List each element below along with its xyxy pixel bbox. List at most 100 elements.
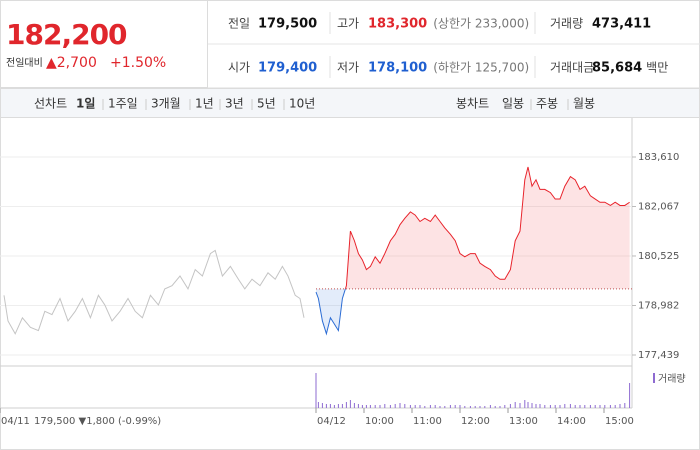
stat-label: 전일: [228, 17, 250, 31]
y-tick-label: 180,525: [638, 251, 679, 262]
y-tick-label: 183,610: [638, 152, 679, 163]
stat-label: 고가: [337, 17, 359, 31]
volume-bar: [357, 404, 359, 408]
x-tick-label: 10:00: [365, 416, 394, 427]
volume-legend: 거래량: [658, 373, 686, 385]
volume-bar: [544, 405, 546, 408]
tab[interactable]: 3년: [225, 97, 244, 111]
x-tick-label: 04/11: [1, 416, 30, 427]
x-tick-label: 15:00: [605, 416, 634, 427]
volume-bar: [414, 405, 416, 408]
x-tick-label: 14:00: [557, 416, 586, 427]
tab[interactable]: 10년: [289, 97, 315, 111]
volume-bar: [494, 406, 496, 408]
tab-group-label: 봉차트: [456, 97, 489, 111]
volume-bar: [629, 383, 631, 408]
volume-bar: [394, 404, 396, 408]
x-tick-label: 04/12: [317, 416, 346, 427]
y-tick-label: 178,982: [638, 300, 679, 311]
tab[interactable]: 일봉: [502, 97, 524, 111]
change: ▲2,700: [46, 55, 97, 71]
volume-bar: [549, 405, 551, 408]
volume-bar: [584, 405, 586, 408]
tab[interactable]: 월봉: [573, 97, 595, 111]
y-tick-label: 177,439: [638, 350, 679, 361]
volume-legend-marker: [653, 373, 655, 383]
tab[interactable]: 1주일: [108, 97, 138, 111]
stat-value: 473,411: [592, 17, 651, 32]
volume-bar: [317, 402, 319, 408]
stat-value: 179,500: [258, 17, 317, 32]
volume-bar: [504, 405, 506, 408]
volume-bar: [315, 373, 317, 408]
volume-bar: [409, 405, 411, 408]
volume-bar: [439, 406, 441, 408]
volume-bar: [424, 406, 426, 408]
volume-bar: [384, 404, 386, 408]
volume-bar: [524, 400, 526, 408]
x-tick-label: 13:00: [509, 416, 538, 427]
volume-bar: [535, 404, 537, 408]
stat-value: 85,684: [592, 61, 642, 76]
x-tick-label: 11:00: [413, 416, 442, 427]
stat-value: 178,100: [368, 61, 427, 76]
price-line: [344, 166, 630, 289]
price-area: [345, 166, 630, 289]
stat-label: 거래량: [550, 17, 583, 31]
volume-bar: [624, 403, 626, 408]
volume-bar: [499, 406, 501, 408]
volume-bar: [514, 402, 516, 408]
price-box: [0, 0, 208, 88]
volume-bar: [464, 406, 466, 408]
volume-bar: [349, 400, 351, 408]
stat-note: (상한가 233,000): [433, 17, 529, 31]
volume-bar: [609, 405, 611, 408]
chart: 177,439 178,982 180,525 182,067 183,610 04/11…: [0, 118, 686, 427]
change-pct: +1.50%: [110, 55, 166, 71]
stat-label: 거래대금: [550, 61, 594, 75]
tab[interactable]: 1일: [76, 97, 95, 111]
stat-label: 저가: [337, 61, 359, 75]
summary: 전일 179,500 고가 183,300 (상한가 233,000) 거래량 473,41…: [228, 17, 668, 76]
volume-bar: [337, 404, 339, 408]
volume-bar: [604, 405, 606, 408]
volume-bar: [619, 404, 621, 408]
stat-note: (하한가 125,700): [433, 61, 529, 75]
volume-bar: [404, 404, 406, 408]
volume-bar: [329, 404, 331, 408]
tab[interactable]: 주봉: [536, 97, 558, 111]
change-label: 전일대비: [6, 57, 43, 69]
volume-bar: [519, 403, 521, 408]
volume-bar: [569, 404, 571, 408]
tabs: 선차트 1일 1주일 3개월 1년 3년 5년 10년 봉차트 일봉 주봉 월봉: [34, 97, 595, 111]
volume-bar: [509, 404, 511, 408]
volume-bar: [399, 403, 401, 408]
tab-group-label: 선차트: [34, 97, 67, 111]
volume-bar: [589, 405, 591, 408]
volume-bar: [449, 405, 451, 408]
tab[interactable]: 5년: [257, 97, 276, 111]
volume-bar: [484, 406, 486, 408]
volume-bar: [531, 403, 533, 408]
volume-bar: [341, 404, 343, 408]
volume-bar: [479, 406, 481, 408]
stat-value: 179,400: [258, 61, 317, 76]
volume-bar: [614, 405, 616, 408]
y-tick-label: 182,067: [638, 202, 679, 213]
x-annotation: 179,500 ▼1,800 (-0.99%): [34, 416, 161, 427]
volume-bar: [489, 405, 491, 408]
current-price: 182,200: [6, 18, 127, 51]
volume-bar: [374, 405, 376, 408]
tab[interactable]: 3개월: [151, 97, 181, 111]
volume-bar: [454, 405, 456, 408]
volume-bar: [469, 406, 471, 408]
stat-value: 183,300: [368, 17, 427, 32]
tab[interactable]: 1년: [195, 97, 214, 111]
volume-bar: [599, 405, 601, 408]
volume-bar: [429, 405, 431, 408]
stat-label: 시가: [228, 61, 250, 75]
volume-bar: [527, 402, 529, 408]
volume-bar: [574, 405, 576, 408]
volume-bar: [379, 405, 381, 408]
